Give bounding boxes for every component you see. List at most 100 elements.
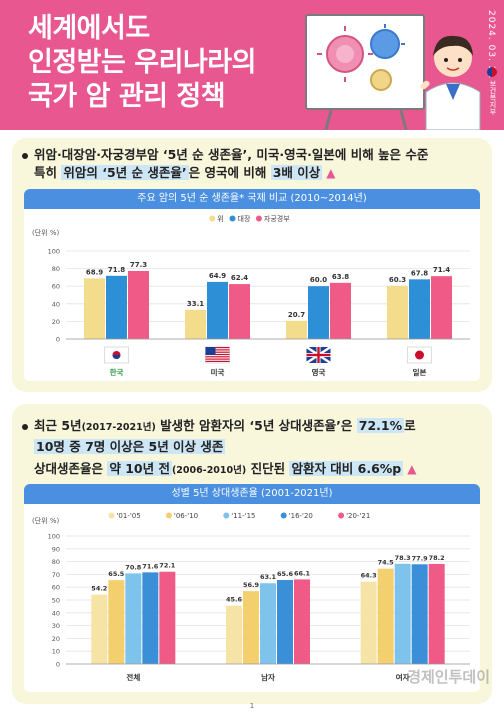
section1-line2-highlight: 위암의 ‘5년 순 생존율’ xyxy=(61,165,189,180)
y-tick-label: 40 xyxy=(52,300,60,308)
bar xyxy=(207,281,228,339)
usa-flag-canton xyxy=(205,347,216,355)
y-tick-label: 40 xyxy=(52,609,60,617)
bar xyxy=(431,276,452,339)
chart1-svg: (단위 %) 위 대장 자궁경부 0 20 40 60 80 100 68.9 71.8 77.3 한국 3… xyxy=(32,214,470,377)
bar-value-label: 54.2 xyxy=(91,585,107,593)
legend-label: 자궁경부 xyxy=(264,214,290,223)
y-tick-label: 0 xyxy=(56,336,60,344)
bullet-dot xyxy=(22,152,28,159)
bar xyxy=(294,579,310,664)
section2-line3-d: 진단된 xyxy=(246,461,290,476)
bar-value-label: 71.8 xyxy=(108,266,125,274)
category-label: 미국 xyxy=(211,367,225,377)
bar xyxy=(226,605,242,664)
bar-value-label: 72.1 xyxy=(159,562,176,570)
y-unit-label: (단위 %) xyxy=(32,516,59,525)
legend-swatch xyxy=(255,215,262,222)
chart-card-gender: 성별 5년 상대생존율 (2001-2021년) (단위 %) '01-'05 '0… xyxy=(24,484,480,692)
usa-flag-stripe xyxy=(205,347,230,349)
bar-value-label: 68.9 xyxy=(86,268,103,276)
legend-swatch xyxy=(108,512,115,519)
y-tick-label: 60 xyxy=(52,283,60,291)
section2-line1-c: 발생한 암환자의 ‘5년 상대생존율’은 xyxy=(155,418,357,433)
bar xyxy=(330,282,351,339)
up-arrow-icon: ▲ xyxy=(407,462,417,476)
bar-value-label: 64.3 xyxy=(361,572,377,580)
bar-value-label: 77.3 xyxy=(130,261,147,269)
legend-swatch xyxy=(165,512,172,519)
bar xyxy=(409,279,430,339)
section2-line3: 상대생존율은 약 10년 전 (2006-2010년) 진단된 암환자 대비 6.… xyxy=(34,459,417,481)
section2-line1-a: 최근 5년 xyxy=(34,418,82,433)
bar-value-label: 45.6 xyxy=(226,596,243,604)
usa-flag-stripe xyxy=(205,358,230,360)
bar xyxy=(229,284,250,339)
section1-line2-a: 특히 xyxy=(34,165,62,180)
y-tick-label: 60 xyxy=(52,584,60,592)
legend-label: '06-'10 xyxy=(174,512,198,520)
legend-swatch xyxy=(223,512,230,519)
section2-line3-a: 상대생존율은 xyxy=(34,461,108,476)
y-tick-label: 50 xyxy=(52,597,60,605)
legend-label: '01-'05 xyxy=(117,512,141,520)
y-tick-label: 20 xyxy=(52,635,60,643)
bar-value-label: 77.9 xyxy=(412,554,429,562)
government-emblem-icon xyxy=(487,67,497,77)
section1-line1: 위암·대장암·자궁경부암 ‘5년 순 생존율’, 미국·영국·일본에 비해 높은… xyxy=(22,145,428,165)
section1-line1-text: 위암·대장암·자궁경부암 ‘5년 순 생존율’, 미국·영국·일본에 비해 높은… xyxy=(34,147,429,162)
bar-value-label: 74.5 xyxy=(378,559,395,567)
chart2-title: 성별 5년 상대생존율 (2001-2021년) xyxy=(24,484,480,504)
bar-value-label: 65.6 xyxy=(277,570,294,578)
usa-flag-stripe xyxy=(205,360,230,362)
legend-swatch xyxy=(280,512,287,519)
bar xyxy=(159,571,176,664)
bar xyxy=(142,572,159,664)
section2-line3-years: (2006-2010년) xyxy=(171,465,247,476)
y-tick-label: 0 xyxy=(56,661,60,669)
bar-value-label: 60.3 xyxy=(389,276,406,284)
legend-label: 대장 xyxy=(238,214,251,223)
bar-value-label: 71.4 xyxy=(433,266,450,274)
ministry-name: 보건복지부 xyxy=(489,80,497,115)
bullet-dot xyxy=(22,423,28,430)
usa-flag-stripe xyxy=(205,351,230,353)
chart2-svg: (단위 %) '01-'05 '06-'10 '11-'15 '16-'20 '20-'2… xyxy=(32,512,470,682)
section2-line1: 최근 5년(2017-2021년) 발생한 암환자의 ‘5년 상대생존율’은 7… xyxy=(22,416,416,438)
publish-date: 2024. 03. 21 xyxy=(486,10,496,80)
y-tick-label: 80 xyxy=(52,265,60,273)
legend-label: '11-'15 xyxy=(231,512,255,520)
japan-flag-circle xyxy=(415,350,424,360)
usa-flag-stripe xyxy=(205,353,230,356)
doctor-illustration xyxy=(420,35,481,130)
title-line-2: 인정받는 우리나라의 xyxy=(28,47,256,78)
page-title: 세계에서도 인정받는 우리나라의 국가 암 관리 정책 xyxy=(28,12,256,114)
bar xyxy=(411,564,428,664)
legend-swatch xyxy=(338,512,345,519)
legend-label: '16-'20 xyxy=(289,512,313,520)
bar xyxy=(308,286,329,339)
bar xyxy=(106,275,127,339)
bar-value-label: 33.1 xyxy=(187,300,204,308)
category-label: 일본 xyxy=(413,367,427,377)
y-tick-label: 10 xyxy=(52,648,60,656)
category-label: 한국 xyxy=(110,367,124,377)
korea-flag-half xyxy=(112,355,121,359)
legend-label: 위 xyxy=(217,215,223,223)
section2-line1-rate: 72.1% xyxy=(356,418,405,433)
bar xyxy=(185,309,206,339)
bar xyxy=(260,583,276,664)
up-arrow-icon: ▲ xyxy=(326,166,336,180)
bar xyxy=(84,278,105,339)
y-unit-label: (단위 %) xyxy=(32,228,59,237)
category-label: 남자 xyxy=(261,672,275,682)
y-tick-label: 70 xyxy=(52,571,60,579)
bar xyxy=(360,581,377,664)
section1-line2: 특히 위암의 ‘5년 순 생존율’ 은 영국에 비해 3배 이상 ▲ xyxy=(34,163,335,183)
y-tick-label: 20 xyxy=(52,318,60,326)
bar xyxy=(286,320,307,339)
category-label: 전체 xyxy=(126,672,140,682)
legend-swatch xyxy=(209,215,216,222)
title-line-3: 국가 암 관리 정책 xyxy=(28,81,226,112)
bar-value-label: 64.9 xyxy=(209,272,226,280)
